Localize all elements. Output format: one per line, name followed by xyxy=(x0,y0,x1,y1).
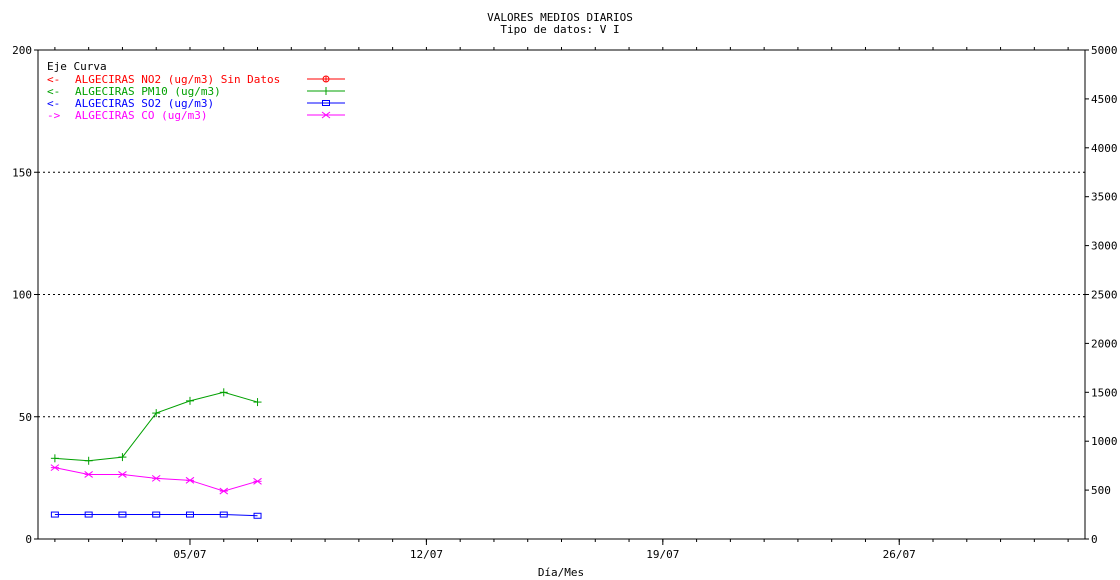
point-marker xyxy=(185,511,194,518)
x-axis: 05/07 12/07 19/07 26/07 xyxy=(54,47,1069,561)
right-tick-label: 4000 xyxy=(1091,142,1118,155)
point-marker xyxy=(50,511,59,518)
legend-series-name: ALGECIRAS SO2 (ug/m3) xyxy=(75,97,214,110)
point-marker xyxy=(152,511,161,518)
series-line xyxy=(54,391,258,462)
right-tick-label: 500 xyxy=(1091,484,1111,497)
point-marker xyxy=(219,511,228,518)
left-tick-label: 100 xyxy=(12,289,32,302)
point-marker xyxy=(118,511,127,518)
right-tick-label: 3500 xyxy=(1091,191,1118,204)
right-tick-label: 1000 xyxy=(1091,435,1118,448)
left-tick-label: 0 xyxy=(25,533,32,546)
data-point xyxy=(321,111,331,119)
data-point xyxy=(50,511,59,518)
data-point xyxy=(322,87,330,95)
chart-subtitle: Tipo de datos: V I xyxy=(500,23,619,36)
point-marker xyxy=(322,100,330,106)
grid-lines xyxy=(38,171,1085,418)
series-1 xyxy=(50,388,262,465)
legend-axis-marker: -> xyxy=(47,109,61,122)
data-point xyxy=(84,456,93,465)
legend-series-name: ALGECIRAS PM10 (ug/m3) xyxy=(75,85,221,98)
data-point xyxy=(84,511,93,518)
legend-axis-marker: <- xyxy=(47,73,60,86)
left-tick-label: 200 xyxy=(12,44,32,57)
data-point xyxy=(118,511,127,518)
legend-axis-marker: <- xyxy=(47,97,60,110)
data-point xyxy=(50,464,60,472)
x-tick-label: 12/07 xyxy=(410,548,443,561)
data-point xyxy=(50,454,59,463)
series-2 xyxy=(50,511,262,519)
series-3 xyxy=(50,464,262,495)
legend: Eje Curva <- ALGECIRAS NO2 (ug/m3) Sin Da… xyxy=(47,60,345,122)
data-point xyxy=(152,511,161,518)
data-point xyxy=(253,512,262,519)
legend-series-name: ALGECIRAS CO (ug/m3) xyxy=(75,109,207,122)
series-line xyxy=(54,467,258,492)
right-tick-label: 1500 xyxy=(1091,386,1118,399)
data-point xyxy=(322,100,330,106)
x-axis-label: Día/Mes xyxy=(538,566,584,579)
legend-series-name: ALGECIRAS NO2 (ug/m3) Sin Datos xyxy=(75,73,280,86)
data-point xyxy=(151,474,161,482)
data-point xyxy=(185,476,195,484)
data-point xyxy=(185,396,194,405)
chart-title: VALORES MEDIOS DIARIOS xyxy=(487,11,633,24)
data-point xyxy=(185,511,194,518)
legend-axis-marker: <- xyxy=(47,85,60,98)
x-tick-label: 26/07 xyxy=(883,548,916,561)
right-tick-label: 3000 xyxy=(1091,240,1118,253)
right-axis: 0 500 1000 1500 2000 2500 3000 3500 4000 4500 5000 xyxy=(1085,44,1118,546)
x-tick-label: 05/07 xyxy=(173,548,206,561)
right-tick-label: 2500 xyxy=(1091,289,1118,302)
series-line xyxy=(54,514,258,517)
left-tick-label: 150 xyxy=(12,166,32,179)
plot-frame xyxy=(37,49,1086,540)
data-point xyxy=(253,477,262,485)
data-point xyxy=(219,487,229,495)
series-layer xyxy=(50,388,262,519)
data-point xyxy=(253,398,262,407)
right-tick-label: 0 xyxy=(1091,533,1098,546)
left-tick-label: 50 xyxy=(19,411,32,424)
legend-header: Eje Curva xyxy=(47,60,107,73)
point-marker xyxy=(253,512,262,519)
right-tick-label: 4500 xyxy=(1091,93,1118,106)
point-marker xyxy=(84,511,93,518)
right-tick-label: 5000 xyxy=(1091,44,1118,57)
x-tick-label: 19/07 xyxy=(646,548,679,561)
left-axis: 0 50 100 150 200 xyxy=(12,44,38,546)
data-point xyxy=(118,471,127,478)
data-point xyxy=(152,409,161,418)
data-point xyxy=(118,453,127,462)
data-point xyxy=(84,471,93,478)
data-point xyxy=(219,388,228,397)
data-point xyxy=(219,511,228,518)
data-point xyxy=(322,75,330,83)
right-tick-label: 2000 xyxy=(1091,337,1118,350)
